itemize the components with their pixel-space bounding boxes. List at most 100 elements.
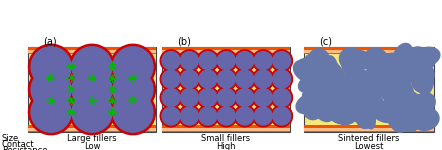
Bar: [162, 47, 290, 132]
Ellipse shape: [385, 105, 405, 132]
Circle shape: [197, 50, 219, 71]
Circle shape: [216, 105, 237, 127]
Ellipse shape: [378, 75, 398, 97]
Ellipse shape: [371, 52, 388, 66]
Circle shape: [273, 107, 291, 125]
Ellipse shape: [361, 100, 375, 129]
Circle shape: [160, 105, 182, 127]
Ellipse shape: [306, 69, 321, 95]
Circle shape: [199, 52, 217, 70]
Text: Contact: Contact: [2, 140, 34, 149]
Ellipse shape: [357, 54, 382, 69]
Circle shape: [72, 47, 112, 87]
Circle shape: [180, 107, 198, 125]
Circle shape: [179, 87, 200, 108]
Circle shape: [29, 90, 73, 135]
Bar: [28, 125, 156, 132]
Ellipse shape: [382, 100, 397, 117]
Ellipse shape: [309, 63, 329, 78]
Circle shape: [179, 105, 200, 127]
Ellipse shape: [396, 52, 416, 77]
Circle shape: [216, 50, 237, 71]
Ellipse shape: [302, 85, 324, 104]
Text: High: High: [216, 142, 236, 150]
Text: Resistance: Resistance: [2, 146, 47, 150]
Circle shape: [72, 69, 112, 110]
Circle shape: [113, 92, 153, 132]
Circle shape: [31, 47, 71, 87]
Circle shape: [197, 87, 219, 108]
Circle shape: [31, 69, 71, 110]
Ellipse shape: [389, 84, 411, 106]
Circle shape: [252, 50, 274, 71]
Ellipse shape: [376, 72, 389, 87]
Circle shape: [160, 68, 182, 90]
Ellipse shape: [370, 105, 392, 122]
Circle shape: [254, 52, 272, 70]
Text: Sintered fillers: Sintered fillers: [338, 134, 400, 143]
Circle shape: [29, 44, 73, 89]
Circle shape: [271, 87, 293, 108]
Bar: [304, 128, 434, 131]
Circle shape: [72, 92, 112, 132]
Circle shape: [216, 87, 237, 108]
Ellipse shape: [367, 79, 386, 98]
Ellipse shape: [419, 72, 434, 95]
Circle shape: [234, 105, 255, 127]
Ellipse shape: [308, 49, 329, 72]
Circle shape: [162, 88, 180, 106]
Text: (a): (a): [43, 36, 57, 46]
Ellipse shape: [396, 77, 414, 105]
Circle shape: [29, 67, 73, 112]
Ellipse shape: [295, 58, 321, 81]
Ellipse shape: [293, 60, 321, 83]
Ellipse shape: [411, 93, 435, 117]
Circle shape: [236, 52, 254, 70]
Circle shape: [113, 47, 153, 87]
Ellipse shape: [349, 66, 365, 84]
Ellipse shape: [341, 96, 368, 115]
Circle shape: [160, 87, 182, 108]
Bar: [28, 50, 156, 53]
Ellipse shape: [405, 94, 428, 117]
Circle shape: [197, 105, 219, 127]
Bar: [28, 128, 156, 131]
Circle shape: [180, 70, 198, 88]
Bar: [162, 47, 290, 54]
Circle shape: [252, 105, 274, 127]
Text: Large fillers: Large fillers: [67, 134, 117, 143]
Text: Size: Size: [2, 134, 19, 143]
Circle shape: [234, 50, 255, 71]
Ellipse shape: [364, 48, 389, 73]
Circle shape: [217, 52, 235, 70]
Circle shape: [162, 107, 180, 125]
Ellipse shape: [342, 51, 355, 77]
Ellipse shape: [380, 53, 402, 78]
Circle shape: [160, 50, 182, 71]
Ellipse shape: [357, 108, 375, 128]
Circle shape: [31, 92, 71, 132]
Circle shape: [69, 90, 114, 135]
Text: Lowest: Lowest: [354, 142, 384, 150]
Circle shape: [199, 88, 217, 106]
Bar: [304, 47, 434, 132]
Circle shape: [69, 67, 114, 112]
Ellipse shape: [411, 104, 434, 122]
Ellipse shape: [366, 94, 384, 111]
Ellipse shape: [322, 59, 344, 80]
Ellipse shape: [394, 105, 419, 131]
Ellipse shape: [324, 56, 338, 79]
Circle shape: [236, 70, 254, 88]
Circle shape: [113, 69, 153, 110]
Ellipse shape: [354, 77, 380, 97]
Ellipse shape: [318, 69, 334, 86]
Bar: [304, 54, 434, 125]
Ellipse shape: [349, 51, 369, 68]
Ellipse shape: [304, 54, 328, 76]
Ellipse shape: [413, 47, 440, 66]
Circle shape: [110, 44, 156, 89]
Ellipse shape: [335, 87, 362, 107]
Bar: [304, 125, 434, 132]
Circle shape: [217, 70, 235, 88]
Ellipse shape: [338, 107, 354, 124]
